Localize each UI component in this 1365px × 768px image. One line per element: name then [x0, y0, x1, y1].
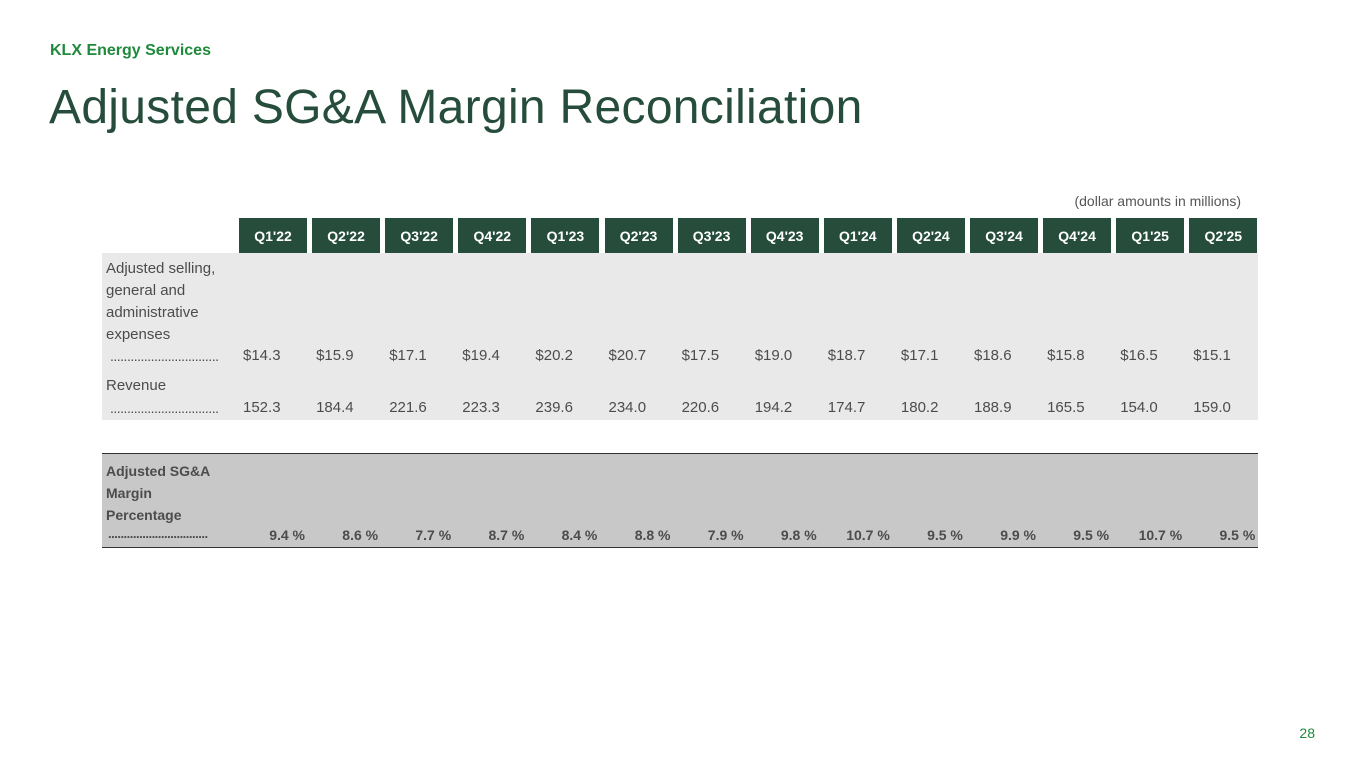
margin-cell: 9.5 %: [1073, 527, 1110, 543]
table-cell: $18.7: [827, 347, 866, 364]
column-header: Q3'24: [970, 218, 1038, 253]
margin-table: Adjusted SG&A Margin Percentage ........…: [102, 453, 1258, 548]
margin-cell: 10.7 %: [846, 527, 890, 543]
sga-row-label: Adjusted selling, general and administra…: [106, 258, 238, 346]
table-cell: 220.6: [681, 399, 720, 416]
margin-cell: 7.9 %: [707, 527, 744, 543]
table-cell: 159.0: [1193, 399, 1231, 416]
table-body-band: [102, 253, 1258, 420]
page-title: Adjusted SG&A Margin Reconciliation: [49, 81, 863, 134]
table-cell: 154.0: [1120, 399, 1158, 416]
margin-cell: 9.5 %: [1219, 527, 1256, 543]
table-cell: $14.3: [243, 347, 281, 364]
margin-cell: 9.8 %: [780, 527, 817, 543]
sga-label-line: administrative: [106, 304, 199, 321]
table-cell: $17.1: [389, 347, 427, 364]
column-header: Q3'22: [385, 218, 454, 253]
margin-cell: 8.7 %: [488, 527, 525, 543]
margin-cell: 7.7 %: [415, 527, 452, 543]
table-cell: $15.8: [1047, 347, 1085, 364]
table-cell: 234.0: [608, 399, 647, 416]
column-header: Q2'22: [312, 218, 381, 253]
table-cell: $17.1: [900, 347, 939, 364]
margin-cell: 8.6 %: [342, 527, 379, 543]
company-name: KLX Energy Services: [50, 42, 211, 59]
revenue-row-leader: ................................: [110, 400, 219, 416]
column-header: Q4'23: [750, 218, 819, 253]
column-header: Q1'22: [239, 218, 307, 253]
column-header: Q4'24: [1043, 218, 1112, 253]
column-header: Q2'25: [1189, 218, 1258, 253]
margin-row-label: Adjusted SG&A Margin Percentage: [106, 460, 238, 526]
table-cell: $19.4: [462, 347, 500, 364]
table-cell: 223.3: [462, 399, 500, 416]
table-cell: 221.6: [389, 399, 427, 416]
units-note: (dollar amounts in millions): [1074, 193, 1241, 209]
column-header: Q4'22: [458, 218, 527, 253]
margin-row-leader: ................................: [108, 526, 208, 541]
table-cell: 239.6: [535, 399, 573, 416]
sga-label-line: general and: [106, 282, 186, 299]
margin-cell: 10.7 %: [1138, 527, 1183, 543]
table-cell: 180.2: [900, 399, 939, 416]
table-cell: 188.9: [974, 399, 1012, 416]
table-cell: $15.9: [316, 347, 354, 364]
table-cell: $15.1: [1193, 347, 1231, 364]
table-cell: 184.4: [316, 399, 354, 416]
table-cell: $20.2: [535, 347, 573, 364]
column-header: Q1'25: [1116, 218, 1185, 253]
table-cell: $19.0: [754, 347, 793, 364]
revenue-label-line: Revenue: [106, 377, 167, 394]
table-cell: 165.5: [1047, 399, 1085, 416]
table-cell: 194.2: [754, 399, 793, 416]
column-header: Q1'24: [823, 218, 892, 253]
margin-cell: 9.9 %: [1000, 527, 1036, 543]
margin-label-line: Adjusted SG&A: [106, 463, 211, 479]
sga-label-line: expenses: [106, 326, 171, 343]
revenue-row-label: Revenue: [106, 375, 238, 397]
sga-label-line: Adjusted selling,: [106, 260, 216, 277]
margin-cell: 9.5 %: [927, 527, 963, 543]
table-cell: $16.5: [1120, 347, 1158, 364]
column-header: Q2'23: [604, 218, 673, 253]
reconciliation-table: Q1'22 Q2'22 Q3'22 Q4'22 Q1'23 Q2'23 Q3'23 Q4'23…: [102, 218, 1258, 420]
margin-cell: 8.8 %: [634, 527, 671, 543]
column-header: Q3'23: [677, 218, 746, 253]
table-cell: 174.7: [827, 399, 866, 416]
table-cell: $18.6: [974, 347, 1012, 364]
column-header: Q1'23: [531, 218, 600, 253]
sga-row-leader: ................................: [110, 348, 219, 364]
margin-label-line: Margin: [106, 485, 152, 501]
margin-cell: 8.4 %: [561, 527, 598, 543]
table-cell: 152.3: [243, 399, 281, 416]
margin-label-line: Percentage: [106, 507, 182, 523]
table-cell: $20.7: [608, 347, 647, 364]
column-header: Q2'24: [896, 218, 965, 253]
page-number: 28: [1299, 725, 1315, 741]
margin-cell: 9.4 %: [269, 527, 305, 543]
table-cell: $17.5: [681, 347, 720, 364]
